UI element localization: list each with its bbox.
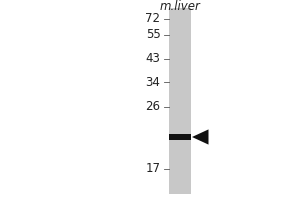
Text: 34: 34	[146, 75, 160, 88]
Text: 72: 72	[146, 12, 160, 25]
Polygon shape	[192, 129, 208, 145]
Text: m.liver: m.liver	[160, 0, 200, 12]
Bar	[169, 134, 190, 140]
Text: 17: 17	[146, 162, 160, 176]
Text: 43: 43	[146, 52, 160, 66]
Text: 55: 55	[146, 28, 160, 42]
Bar	[169, 8, 190, 194]
Text: 26: 26	[146, 100, 160, 114]
